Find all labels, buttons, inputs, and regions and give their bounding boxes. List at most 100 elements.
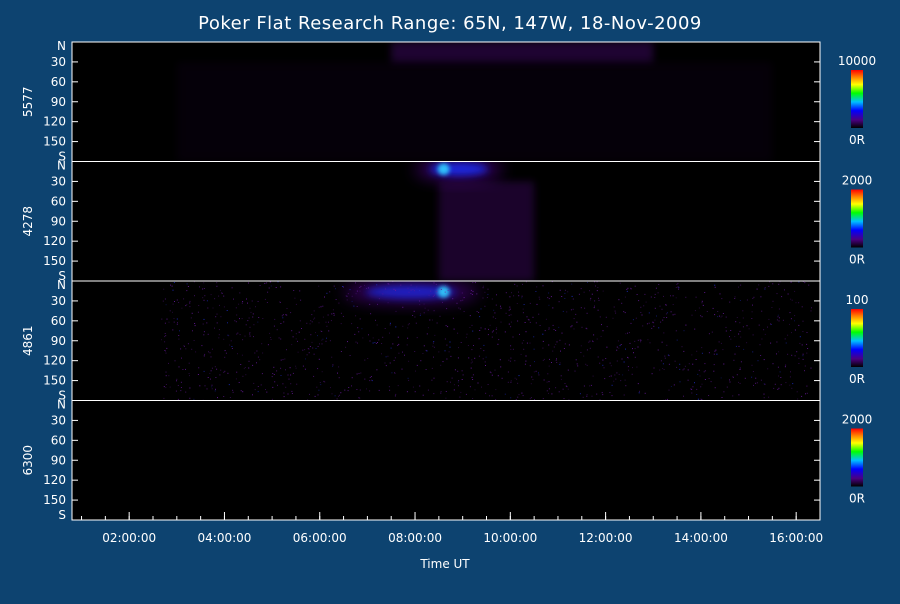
noise-speckle xyxy=(583,355,585,357)
noise-speckle xyxy=(165,375,167,377)
noise-speckle xyxy=(529,365,531,367)
noise-speckle xyxy=(448,351,450,353)
noise-speckle xyxy=(253,382,255,384)
noise-speckle xyxy=(576,363,578,365)
noise-speckle xyxy=(595,285,596,287)
noise-speckle xyxy=(183,298,185,300)
noise-speckle xyxy=(327,314,329,316)
noise-speckle xyxy=(548,329,550,330)
noise-speckle xyxy=(489,324,491,326)
noise-speckle xyxy=(185,348,187,350)
noise-speckle xyxy=(259,359,261,361)
noise-speckle xyxy=(696,394,698,395)
noise-speckle xyxy=(657,349,659,351)
y-tick-label: 120 xyxy=(43,234,66,248)
noise-speckle xyxy=(533,371,535,373)
noise-speckle xyxy=(521,342,523,344)
noise-speckle xyxy=(794,320,795,322)
noise-speckle xyxy=(594,300,596,302)
noise-speckle xyxy=(236,333,238,335)
noise-speckle xyxy=(419,314,421,316)
noise-speckle xyxy=(553,346,555,348)
noise-speckle xyxy=(164,350,166,351)
noise-speckle xyxy=(479,330,481,331)
noise-speckle xyxy=(708,378,710,379)
noise-speckle xyxy=(801,395,803,397)
noise-speckle xyxy=(756,382,758,384)
noise-speckle xyxy=(186,283,188,285)
noise-speckle xyxy=(304,338,306,340)
noise-speckle xyxy=(640,339,642,341)
noise-speckle xyxy=(248,367,250,369)
noise-speckle xyxy=(624,379,626,381)
noise-speckle xyxy=(651,373,653,375)
noise-speckle xyxy=(616,360,618,362)
noise-speckle xyxy=(220,369,222,371)
noise-speckle xyxy=(176,380,177,382)
noise-speckle xyxy=(474,357,476,359)
noise-speckle xyxy=(253,324,255,326)
noise-speckle xyxy=(163,397,165,399)
noise-speckle xyxy=(295,338,297,340)
noise-speckle xyxy=(624,312,626,314)
noise-speckle xyxy=(698,307,700,309)
noise-speckle xyxy=(236,371,238,373)
noise-speckle xyxy=(273,366,275,368)
noise-speckle xyxy=(706,311,708,312)
noise-speckle xyxy=(372,337,374,339)
noise-speckle xyxy=(239,334,241,336)
noise-speckle xyxy=(581,326,583,328)
noise-speckle xyxy=(300,299,302,301)
noise-speckle xyxy=(761,338,763,340)
noise-speckle xyxy=(449,341,451,343)
noise-speckle xyxy=(729,379,730,381)
noise-speckle xyxy=(764,287,766,288)
noise-speckle xyxy=(525,355,527,357)
noise-speckle xyxy=(224,370,226,372)
noise-speckle xyxy=(278,337,280,339)
noise-speckle xyxy=(333,313,335,315)
noise-speckle xyxy=(763,359,765,361)
noise-speckle xyxy=(546,390,548,392)
noise-speckle xyxy=(736,374,738,376)
noise-speckle xyxy=(163,288,165,290)
noise-speckle xyxy=(211,388,213,390)
noise-speckle xyxy=(710,381,712,383)
noise-speckle xyxy=(789,376,791,378)
noise-speckle xyxy=(174,301,175,302)
emission-peak xyxy=(437,286,450,298)
noise-speckle xyxy=(701,383,703,385)
noise-speckle xyxy=(594,281,595,283)
noise-speckle xyxy=(449,346,451,348)
noise-speckle xyxy=(573,328,575,330)
noise-speckle xyxy=(495,318,497,319)
noise-speckle xyxy=(670,386,672,387)
noise-speckle xyxy=(509,306,511,308)
noise-speckle xyxy=(165,350,166,352)
noise-speckle xyxy=(510,314,512,316)
noise-speckle xyxy=(474,282,476,284)
noise-speckle xyxy=(665,399,666,401)
noise-speckle xyxy=(204,353,206,355)
noise-speckle xyxy=(664,357,666,359)
noise-speckle xyxy=(739,322,741,324)
noise-speckle xyxy=(704,363,706,365)
noise-speckle xyxy=(564,292,566,294)
noise-speckle xyxy=(238,382,240,383)
noise-speckle xyxy=(223,338,225,340)
noise-speckle xyxy=(187,343,189,345)
noise-speckle xyxy=(255,306,256,308)
noise-speckle xyxy=(518,295,520,297)
noise-speckle xyxy=(355,293,357,295)
noise-speckle xyxy=(694,328,696,330)
noise-speckle xyxy=(651,327,653,329)
noise-speckle xyxy=(402,351,403,353)
noise-speckle xyxy=(542,398,544,400)
noise-speckle xyxy=(270,337,272,338)
noise-speckle xyxy=(478,355,480,357)
noise-speckle xyxy=(423,303,425,305)
noise-speckle xyxy=(275,287,277,288)
noise-speckle xyxy=(760,355,762,356)
